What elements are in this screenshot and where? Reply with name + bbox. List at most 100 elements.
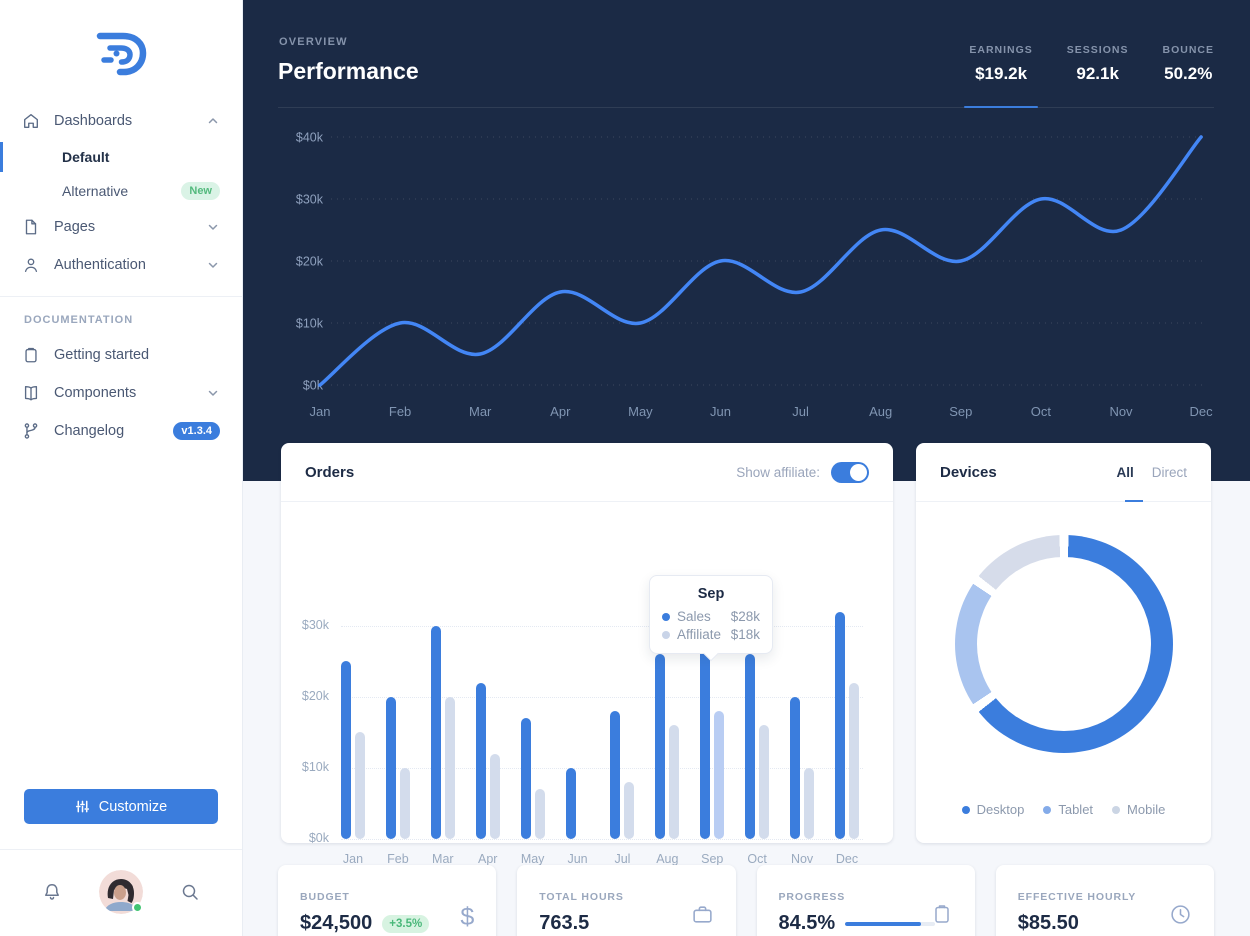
svg-text:$10k: $10k (296, 317, 324, 331)
tab-direct[interactable]: Direct (1151, 464, 1187, 480)
kpi-label: EFFECTIVE HOURLY (1017, 891, 1137, 903)
performance-hero: OVERVIEW Performance EARNINGS $19.2k SES… (243, 0, 1250, 481)
bell-icon (42, 882, 62, 902)
stat-earnings[interactable]: EARNINGS $19.2k (964, 44, 1039, 108)
sales-bar[interactable] (520, 718, 531, 839)
sidebar-item-authentication[interactable]: Authentication (0, 246, 242, 284)
orders-title: Orders (305, 463, 355, 481)
sidebar-item-dashboards[interactable]: Dashboards (0, 102, 242, 140)
affiliate-bar[interactable] (624, 782, 635, 839)
sidebar-divider (0, 296, 242, 297)
bar-group-feb[interactable] (385, 612, 410, 839)
legend-mobile: Mobile (1112, 802, 1165, 817)
sidebar: Dashboards Default Alternative New Pages (0, 0, 243, 936)
earnings-line-series (318, 135, 1203, 387)
affiliate-bar[interactable] (444, 697, 455, 839)
kpi-label: BUDGET (300, 891, 350, 903)
sidebar-item-components[interactable]: Components (0, 374, 242, 412)
devices-legend: Desktop Tablet Mobile (916, 802, 1211, 817)
legend-desktop: Desktop (961, 802, 1024, 817)
affiliate-bar[interactable] (759, 725, 770, 839)
tab-all[interactable]: All (1116, 464, 1134, 480)
customize-button[interactable]: Customize (24, 789, 218, 824)
svg-text:Jan: Jan (310, 404, 331, 419)
briefcase-icon (691, 903, 714, 926)
kpi-value: $24,500 (300, 912, 373, 934)
sliders-icon (75, 799, 90, 814)
bar-group-jun[interactable] (565, 612, 590, 839)
affiliate-bar[interactable] (399, 768, 410, 839)
show-affiliate-control: Show affiliate: (736, 461, 869, 483)
bar-group-may[interactable] (520, 612, 545, 839)
customize-label: Customize (98, 798, 168, 815)
bar-group-mar[interactable] (430, 612, 455, 839)
sales-bar[interactable] (385, 697, 396, 839)
affiliate-bar[interactable] (714, 711, 725, 839)
version-badge: v1.3.4 (173, 422, 220, 440)
sidebar-item-getting-started[interactable]: Getting started (0, 336, 242, 374)
hero-divider (278, 107, 1214, 108)
bar-group-nov[interactable] (790, 612, 815, 839)
sales-bar[interactable] (565, 768, 576, 839)
sidebar-item-alternative[interactable]: Alternative New (0, 174, 242, 208)
sales-bar[interactable] (790, 697, 801, 839)
section-label-documentation: DOCUMENTATION (24, 314, 134, 326)
bar-group-jul[interactable] (610, 612, 635, 839)
sidebar-nav: Dashboards Default Alternative New Pages (0, 102, 242, 450)
x-tick-label: Sep (701, 852, 724, 866)
affiliate-bar[interactable] (489, 754, 500, 839)
stat-value: 92.1k (1076, 64, 1119, 83)
bar-group-jan[interactable] (341, 612, 365, 839)
affiliate-bar[interactable] (669, 725, 680, 839)
active-tab-underline (1125, 500, 1143, 502)
sidebar-item-pages[interactable]: Pages (0, 208, 242, 246)
devices-donut-chart[interactable] (955, 535, 1173, 753)
bar-group-aug[interactable] (655, 612, 680, 839)
affiliate-bar[interactable] (355, 732, 365, 839)
search-button[interactable] (180, 882, 200, 902)
sales-bar[interactable] (341, 661, 351, 839)
x-tick-label: Feb (387, 852, 409, 866)
tooltip-series-value: $18k (730, 627, 760, 642)
affiliate-bar[interactable] (534, 789, 545, 839)
stat-sessions[interactable]: SESSIONS 92.1k (1067, 44, 1129, 84)
affiliate-bar[interactable] (804, 768, 815, 839)
devices-card-header: Devices All Direct (916, 443, 1211, 502)
brand-logo[interactable] (0, 0, 242, 82)
sales-bar[interactable] (475, 683, 486, 839)
kpi-value: 84.5% (778, 912, 836, 934)
sidebar-item-label: Dashboards (54, 113, 133, 129)
gridline (341, 626, 863, 627)
y-tick-label: $30k (301, 618, 329, 632)
notifications-button[interactable] (42, 882, 62, 902)
sales-bar[interactable] (700, 640, 711, 839)
affiliate-bar[interactable] (848, 683, 859, 839)
sidebar-item-label: Changelog (54, 423, 125, 439)
tooltip-series-name: Affiliate (677, 627, 722, 642)
user-avatar[interactable] (99, 870, 143, 914)
sidebar-item-default[interactable]: Default (0, 140, 242, 174)
orders-card: Orders Show affiliate: $0k $10k $20k $30k Ja… (281, 443, 893, 866)
new-badge: New (181, 182, 220, 200)
file-icon (22, 218, 40, 236)
x-tick-label: Nov (790, 852, 814, 866)
sales-bar[interactable] (430, 626, 441, 839)
x-tick-label: Dec (835, 852, 859, 866)
kpi-value: 763.5 (539, 912, 590, 934)
sidebar-footer (0, 860, 242, 924)
sales-bar[interactable] (610, 711, 621, 839)
bar-group-oct[interactable] (745, 612, 770, 839)
bar-group-dec[interactable] (834, 612, 859, 839)
sales-bar[interactable] (655, 654, 666, 839)
affiliate-toggle[interactable] (831, 461, 869, 483)
x-tick-label: Apr (477, 852, 498, 866)
sales-bar[interactable] (745, 654, 756, 839)
sales-bar[interactable] (834, 612, 845, 839)
total-hours-card: TOTAL HOURS 763.5 (517, 865, 736, 936)
git-branch-icon (22, 422, 40, 440)
stat-bounce[interactable]: BOUNCE 50.2% (1162, 44, 1214, 84)
sidebar-item-changelog[interactable]: Changelog v1.3.4 (0, 412, 242, 450)
devices-tabs: All Direct (1116, 465, 1187, 480)
bar-group-apr[interactable] (475, 612, 500, 839)
bar-group-sep[interactable] (700, 612, 725, 839)
